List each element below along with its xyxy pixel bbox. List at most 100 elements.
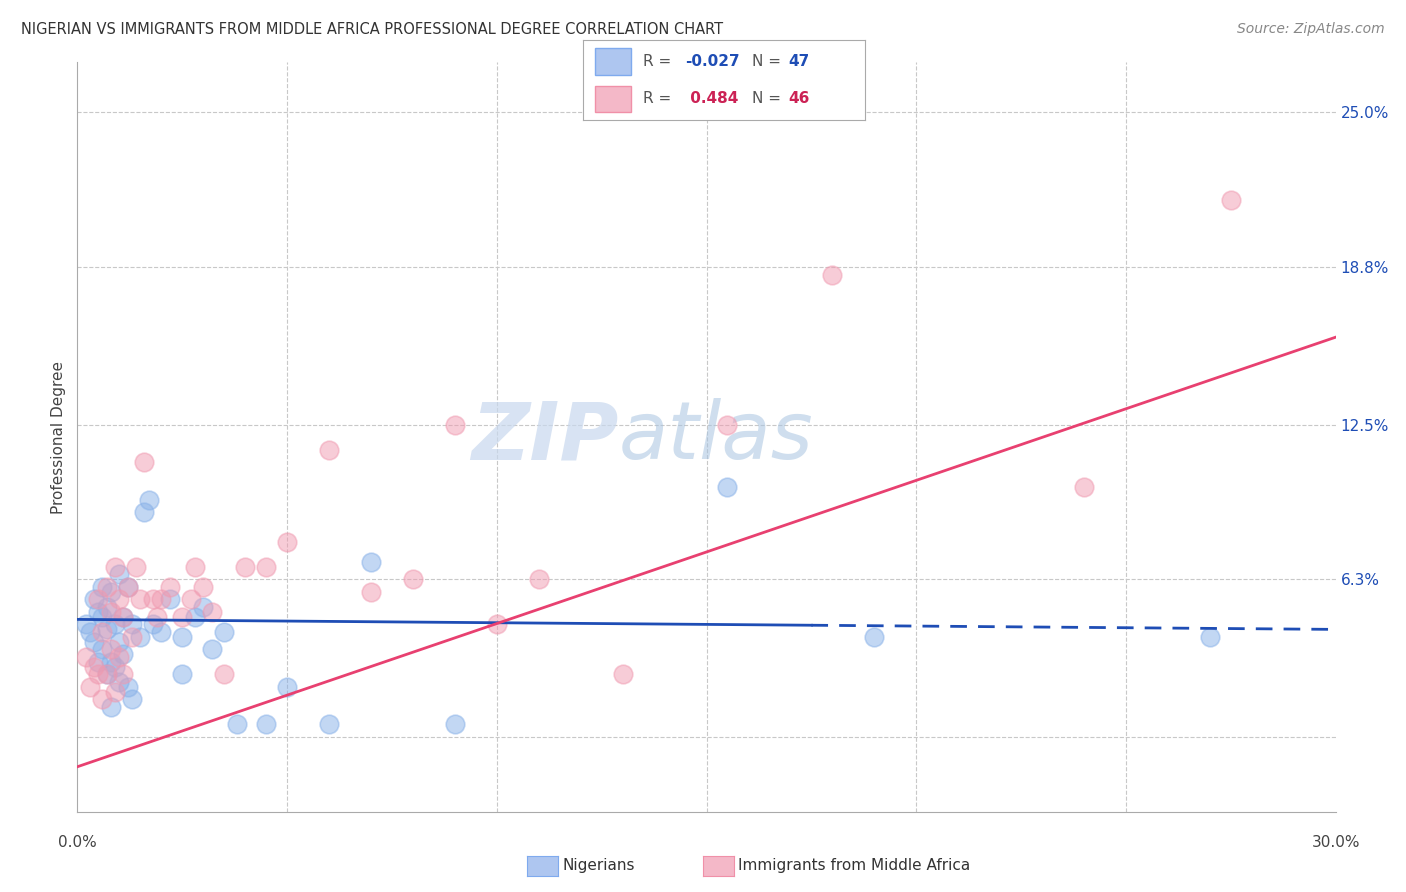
Point xyxy=(821,268,844,282)
Text: Nigerians: Nigerians xyxy=(562,858,636,872)
FancyBboxPatch shape xyxy=(595,48,631,75)
Point xyxy=(200,642,222,657)
Text: ZIP: ZIP xyxy=(471,398,619,476)
Point xyxy=(79,624,101,639)
Point xyxy=(100,642,122,657)
Point xyxy=(129,630,152,644)
Point xyxy=(121,630,143,644)
Point xyxy=(104,685,127,699)
Point xyxy=(138,492,160,507)
Point xyxy=(191,580,215,594)
Point xyxy=(91,580,114,594)
Point xyxy=(117,580,139,594)
Point xyxy=(863,630,886,644)
Point xyxy=(444,717,467,731)
Point xyxy=(276,680,298,694)
Point xyxy=(134,455,156,469)
Point xyxy=(142,592,165,607)
Point xyxy=(612,667,634,681)
Point xyxy=(716,417,738,432)
Point xyxy=(87,592,110,607)
Text: -0.027: -0.027 xyxy=(685,54,740,69)
Text: Source: ZipAtlas.com: Source: ZipAtlas.com xyxy=(1237,22,1385,37)
Point xyxy=(112,610,135,624)
Point xyxy=(200,605,222,619)
Point xyxy=(79,680,101,694)
Text: R =: R = xyxy=(643,91,676,106)
Text: N =: N = xyxy=(752,91,786,106)
Point xyxy=(254,717,277,731)
Point xyxy=(100,605,122,619)
Point xyxy=(146,610,169,624)
Point xyxy=(108,567,131,582)
Point xyxy=(402,573,425,587)
Point xyxy=(276,535,298,549)
Point xyxy=(96,623,118,637)
Point xyxy=(83,592,105,607)
Point xyxy=(108,592,131,607)
Point xyxy=(716,480,738,494)
Point xyxy=(100,585,122,599)
Point xyxy=(129,592,152,607)
Point xyxy=(485,617,508,632)
Point xyxy=(212,667,235,681)
Point xyxy=(134,505,156,519)
Point xyxy=(108,649,131,664)
Point xyxy=(150,592,173,607)
Point xyxy=(100,655,122,669)
Point xyxy=(184,560,207,574)
Point xyxy=(142,617,165,632)
Point xyxy=(1199,630,1222,644)
Text: 30.0%: 30.0% xyxy=(1312,836,1360,850)
Point xyxy=(117,580,139,594)
Text: atlas: atlas xyxy=(619,398,813,476)
Text: 0.484: 0.484 xyxy=(685,91,738,106)
Point xyxy=(91,610,114,624)
Text: 47: 47 xyxy=(789,54,810,69)
Point xyxy=(117,680,139,694)
Text: NIGERIAN VS IMMIGRANTS FROM MIDDLE AFRICA PROFESSIONAL DEGREE CORRELATION CHART: NIGERIAN VS IMMIGRANTS FROM MIDDLE AFRIC… xyxy=(21,22,723,37)
Point xyxy=(96,667,118,681)
Point xyxy=(121,692,143,706)
Point xyxy=(254,560,277,574)
Point xyxy=(96,667,118,681)
Point xyxy=(87,667,110,681)
Point xyxy=(104,660,127,674)
Point xyxy=(318,717,340,731)
Point xyxy=(121,617,143,632)
Text: 46: 46 xyxy=(789,91,810,106)
Point xyxy=(172,610,194,624)
Point xyxy=(233,560,256,574)
Point xyxy=(75,649,97,664)
Point xyxy=(108,635,131,649)
Text: Immigrants from Middle Africa: Immigrants from Middle Africa xyxy=(738,858,970,872)
Point xyxy=(172,667,194,681)
Text: 0.0%: 0.0% xyxy=(58,836,97,850)
Point xyxy=(91,642,114,657)
Point xyxy=(91,692,114,706)
Point xyxy=(75,617,97,632)
Point xyxy=(150,624,173,639)
Y-axis label: Professional Degree: Professional Degree xyxy=(51,360,66,514)
Point xyxy=(87,655,110,669)
Text: N =: N = xyxy=(752,54,786,69)
Point xyxy=(87,605,110,619)
Point xyxy=(444,417,467,432)
Point xyxy=(360,555,382,569)
Point xyxy=(91,624,114,639)
Point xyxy=(159,580,181,594)
Point xyxy=(159,592,181,607)
Point xyxy=(191,599,215,614)
Point xyxy=(83,660,105,674)
Point xyxy=(100,699,122,714)
Point xyxy=(318,442,340,457)
Point xyxy=(212,624,235,639)
Point xyxy=(180,592,202,607)
Text: R =: R = xyxy=(643,54,676,69)
Point xyxy=(125,560,148,574)
Point xyxy=(104,617,127,632)
Point xyxy=(96,599,118,614)
Point xyxy=(225,717,247,731)
Point xyxy=(112,648,135,662)
Point xyxy=(83,635,105,649)
